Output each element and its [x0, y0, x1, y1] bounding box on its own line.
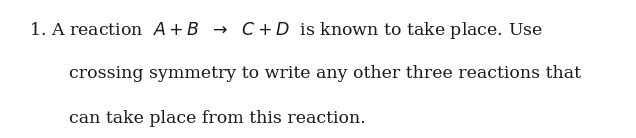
Text: can take place from this reaction.: can take place from this reaction. — [69, 110, 366, 127]
Text: crossing symmetry to write any other three reactions that: crossing symmetry to write any other thr… — [69, 65, 581, 82]
Text: 1. A reaction  $\mathit{A} + \mathit{B}$  $\rightarrow$  $\mathit{C} + \mathit{D: 1. A reaction $\mathit{A} + \mathit{B}$ … — [29, 20, 543, 41]
